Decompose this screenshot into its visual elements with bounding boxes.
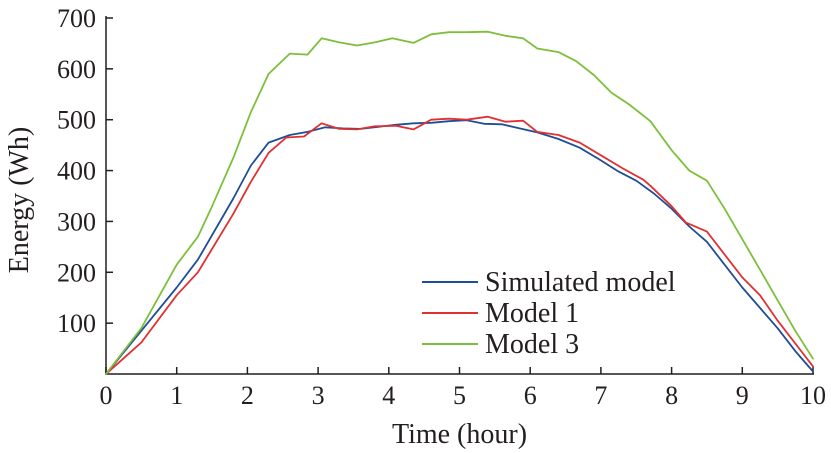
x-tick-label: 5 bbox=[453, 381, 466, 410]
y-ticks: 100 200 300 400 500 600 700 bbox=[57, 4, 113, 338]
axes bbox=[105, 16, 814, 375]
x-tick-label: 2 bbox=[241, 381, 254, 410]
x-axis-title: Time (hour) bbox=[392, 419, 527, 450]
y-tick-label: 100 bbox=[57, 309, 96, 338]
y-tick-label: 500 bbox=[57, 106, 96, 135]
x-tick-label: 3 bbox=[312, 381, 325, 410]
y-tick-label: 700 bbox=[57, 4, 96, 33]
legend-label: Simulated model bbox=[485, 267, 676, 298]
x-tick-label: 7 bbox=[594, 381, 607, 410]
x-tick-label: 9 bbox=[736, 381, 749, 410]
y-tick-label: 300 bbox=[57, 207, 96, 236]
x-ticks: 0 1 2 3 4 5 6 7 8 9 10 bbox=[100, 367, 826, 410]
x-tick-label: 6 bbox=[524, 381, 537, 410]
x-tick-label: 0 bbox=[100, 381, 113, 410]
y-tick-label: 600 bbox=[57, 55, 96, 84]
x-tick-label: 8 bbox=[665, 381, 678, 410]
y-axis-title: Energy (Wh) bbox=[4, 127, 35, 273]
y-tick-label: 200 bbox=[57, 258, 96, 287]
x-tick-label: 1 bbox=[170, 381, 183, 410]
legend-label: Model 1 bbox=[485, 298, 579, 329]
y-tick-label: 400 bbox=[57, 157, 96, 186]
series-line-3 bbox=[105, 30, 814, 375]
series-line-1 bbox=[105, 119, 814, 375]
x-tick-label: 10 bbox=[800, 381, 826, 410]
x-tick-label: 4 bbox=[382, 381, 395, 410]
series-group bbox=[105, 30, 814, 375]
legend-label: Model 3 bbox=[485, 329, 579, 360]
series-line-2 bbox=[105, 115, 814, 375]
